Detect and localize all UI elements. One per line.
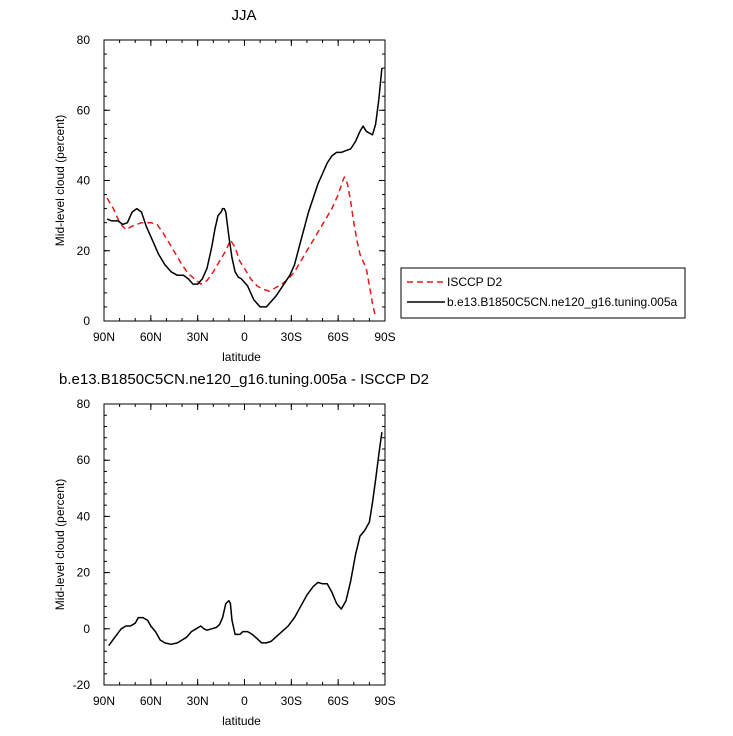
x-tick-label: 30N — [187, 330, 209, 344]
x-tick-label: 30S — [281, 694, 302, 708]
x-axis-label: latitude — [222, 714, 261, 728]
legend: ISCCP D2 b.e13.B1850C5CN.ne120_g16.tuning… — [400, 267, 686, 319]
y-axis-label: Mid-level cloud (percent) — [53, 115, 67, 246]
y-tick-label: 20 — [77, 566, 91, 580]
y-tick-label: 60 — [77, 103, 91, 117]
series-line-1 — [106, 68, 383, 308]
y-tick-label: 40 — [77, 509, 91, 523]
y-tick-label: 40 — [77, 174, 91, 188]
y-tick-label: 0 — [83, 314, 90, 328]
y-tick-label: 20 — [77, 244, 91, 258]
chart-title: JJA — [231, 7, 256, 24]
x-tick-label: 90S — [374, 330, 395, 344]
legend-box — [400, 267, 686, 319]
x-tick-label: 90S — [374, 694, 395, 708]
x-tick-label: 90N — [93, 330, 115, 344]
x-tick-label: 60S — [327, 694, 348, 708]
x-tick-label: 0 — [241, 330, 248, 344]
plot-frame — [103, 403, 386, 686]
x-tick-label: 30S — [281, 330, 302, 344]
x-tick-label: 60S — [327, 330, 348, 344]
x-axis-label: latitude — [222, 350, 261, 364]
series-line-0 — [108, 431, 383, 647]
legend-label-0: ISCCP D2 — [447, 275, 502, 289]
x-tick-label: 90N — [93, 694, 115, 708]
top-chart-panel: JJA 90N 60N 30N 0 30S 60S 90S 0 20 40 60 80 latitude M… — [53, 7, 396, 364]
bottom-chart-panel: b.e13.B1850C5CN.ne120_g16.tuning.005a - … — [53, 371, 429, 728]
y-axis-label: Mid-level cloud (percent) — [53, 479, 67, 610]
y-tick-label: 80 — [77, 397, 91, 411]
x-tick-label: 60N — [140, 330, 162, 344]
x-tick-label: 0 — [241, 694, 248, 708]
legend-label-1: b.e13.B1850C5CN.ne120_g16.tuning.005a — [447, 295, 678, 309]
y-tick-label: 60 — [77, 453, 91, 467]
y-tick-label: 0 — [83, 622, 90, 636]
y-tick-label: 80 — [77, 33, 91, 47]
x-tick-label: 60N — [140, 694, 162, 708]
chart-title: b.e13.B1850C5CN.ne120_g16.tuning.005a - … — [59, 371, 429, 388]
series-line-0 — [106, 176, 377, 318]
y-tick-label: -20 — [73, 678, 91, 692]
x-tick-label: 30N — [187, 694, 209, 708]
